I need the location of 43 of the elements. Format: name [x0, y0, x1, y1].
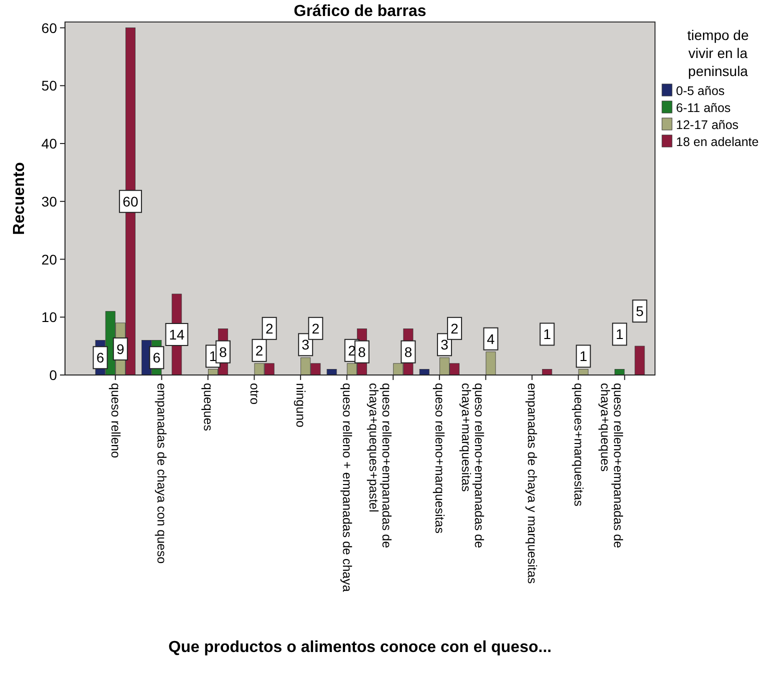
data-label: 2 [265, 320, 274, 336]
x-tick-label: queques [200, 383, 215, 431]
data-label: 9 [116, 340, 124, 357]
data-label: 2 [312, 320, 320, 336]
chart-title: Gráfico de barras [294, 3, 426, 20]
data-label: 2 [450, 320, 459, 336]
data-label: 3 [440, 336, 449, 353]
legend-label: 12-17 años [676, 118, 739, 132]
data-label: 60 [122, 193, 138, 210]
y-axis-title: Recuento [11, 162, 28, 235]
data-label: 5 [636, 303, 644, 320]
data-label: 8 [358, 344, 366, 360]
x-axis-title: Que productos o alimentos conoce con el queso... [168, 639, 552, 656]
y-tick-label: 40 [41, 136, 58, 152]
y-tick-label: 60 [41, 20, 58, 36]
data-label: 6 [96, 350, 104, 366]
data-label: 1 [616, 326, 624, 342]
data-label: 3 [302, 336, 310, 353]
legend-label: 0-5 años [676, 84, 725, 98]
y-tick-label: 20 [41, 251, 58, 268]
y-tick-label: 50 [41, 78, 58, 94]
x-tick-label: queso relleno+marquesitas [432, 383, 446, 534]
legend-label: 18 en adelante [676, 135, 759, 149]
x-tick-label: ninguno [294, 383, 308, 428]
x-tick-label: queso relleno [108, 383, 122, 458]
x-tick-label: otro [247, 383, 262, 405]
x-tick-label: queso relleno + empanadas de chaya [340, 383, 354, 592]
data-label: 14 [168, 326, 185, 342]
data-label: 6 [152, 350, 161, 366]
data-label: 2 [255, 342, 264, 358]
x-tick-label: empanadas de chaya con queso [154, 383, 169, 564]
data-label: 1 [579, 348, 588, 364]
y-tick-label: 10 [41, 309, 58, 326]
data-label: 4 [486, 330, 495, 347]
data-label: 8 [404, 344, 412, 360]
x-tick-label: empanadas de chaya y marquesitas [525, 383, 540, 584]
legend-title: tiempo de vivir en la peninsula [687, 27, 749, 79]
legend-label: 6-11 años [676, 101, 731, 115]
data-label: 1 [543, 326, 552, 342]
data-label: 8 [219, 344, 228, 360]
x-tick-label: queques+marquesitas [571, 383, 586, 506]
y-tick-label: 0 [49, 367, 58, 383]
y-tick-label: 30 [41, 193, 58, 210]
